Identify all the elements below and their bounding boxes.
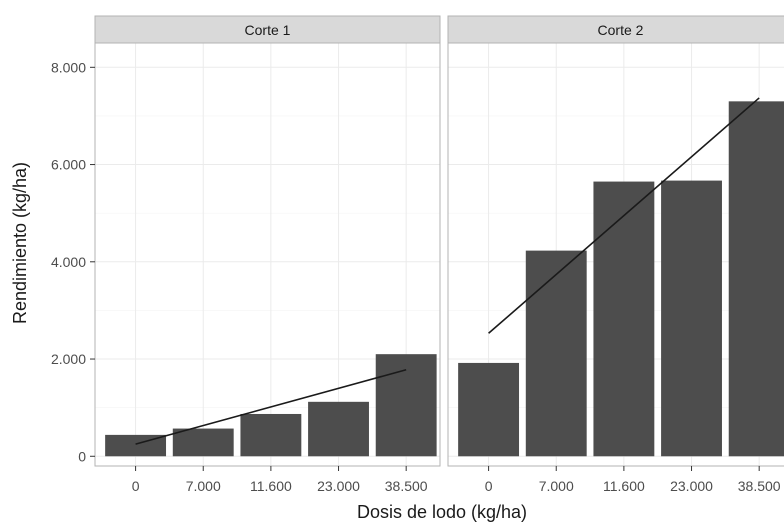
x-axis-title: Dosis de lodo (kg/ha) — [357, 502, 527, 522]
bar-2-3 — [593, 181, 655, 457]
strip-background — [94, 15, 441, 44]
x-tick-label: 7.000 — [539, 478, 574, 494]
x-tick-label: 23.000 — [670, 478, 713, 494]
x-tick-label: 7.000 — [186, 478, 221, 494]
strip-background — [447, 15, 784, 44]
bar-1-3 — [240, 413, 302, 457]
y-tick-label: 6.000 — [51, 157, 86, 173]
strip-label: Corte 2 — [598, 22, 644, 38]
x-tick-label: 38.500 — [738, 478, 781, 494]
y-tick-label: 4.000 — [51, 254, 86, 270]
bar-2-5 — [728, 101, 784, 457]
x-tick-label: 23.000 — [317, 478, 360, 494]
strip-label: Corte 1 — [245, 22, 291, 38]
x-tick-label: 38.500 — [385, 478, 428, 494]
bar-1-4 — [308, 401, 369, 457]
bar-1-2 — [172, 428, 234, 457]
y-axis-title: Rendimiento (kg/ha) — [10, 162, 30, 324]
x-tick-label: 11.600 — [250, 478, 292, 494]
bar-2-1 — [458, 362, 520, 457]
y-tick-label: 8.000 — [51, 59, 86, 75]
x-tick-label: 0 — [132, 478, 140, 494]
x-tick-label: 0 — [485, 478, 493, 494]
panel-2: Corte 2 0 7.000 11.600 23.000 38.500 — [447, 15, 784, 494]
y-tick-label: 0 — [78, 448, 86, 464]
panel-1: Corte 1 0 7.000 11.600 23.000 38.500 — [94, 15, 441, 494]
x-tick-label: 11.600 — [603, 478, 645, 494]
y-axis: 0 2.000 4.000 6.000 8.000 — [51, 59, 95, 464]
trend-line-2 — [488, 97, 760, 334]
bar-2-2 — [525, 250, 587, 457]
bar-1-5 — [375, 354, 437, 457]
panels-layer: Corte 1 0 7.000 11.600 23.000 38.500 Corte 2 0 7… — [94, 15, 784, 494]
bar-2-4 — [661, 180, 722, 457]
trend-line-1 — [135, 368, 407, 445]
y-tick-label: 2.000 — [51, 351, 86, 367]
